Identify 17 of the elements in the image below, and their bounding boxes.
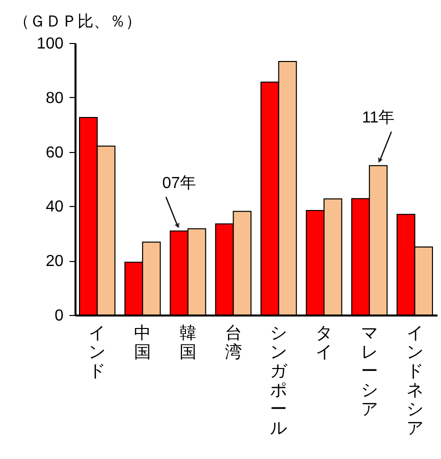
- y-tick-label: 0: [54, 308, 64, 324]
- annotation: 07年: [162, 174, 196, 192]
- x-tick-label: インドネシア: [406, 324, 424, 438]
- x-tick-label: 中国: [134, 324, 152, 362]
- x-tick-label: タイ: [316, 324, 333, 362]
- y-tick-label: 40: [46, 198, 64, 216]
- x-tick-label: マレーシア: [360, 324, 378, 418]
- y-tick-label: 100: [36, 36, 64, 52]
- y-tick-label: 20: [46, 253, 64, 270]
- x-tick-label: 韓国: [179, 324, 196, 362]
- y-tick-label: 60: [46, 144, 64, 162]
- y-tick-label: 80: [46, 90, 64, 107]
- annotation: 11年: [362, 110, 395, 127]
- x-tick-label: インド: [88, 324, 106, 380]
- x-tick-label: シンガポール: [270, 324, 288, 438]
- y-axis-title: （ＧＤＰ比、％）: [14, 12, 142, 30]
- x-tick-label: 台湾: [224, 324, 242, 362]
